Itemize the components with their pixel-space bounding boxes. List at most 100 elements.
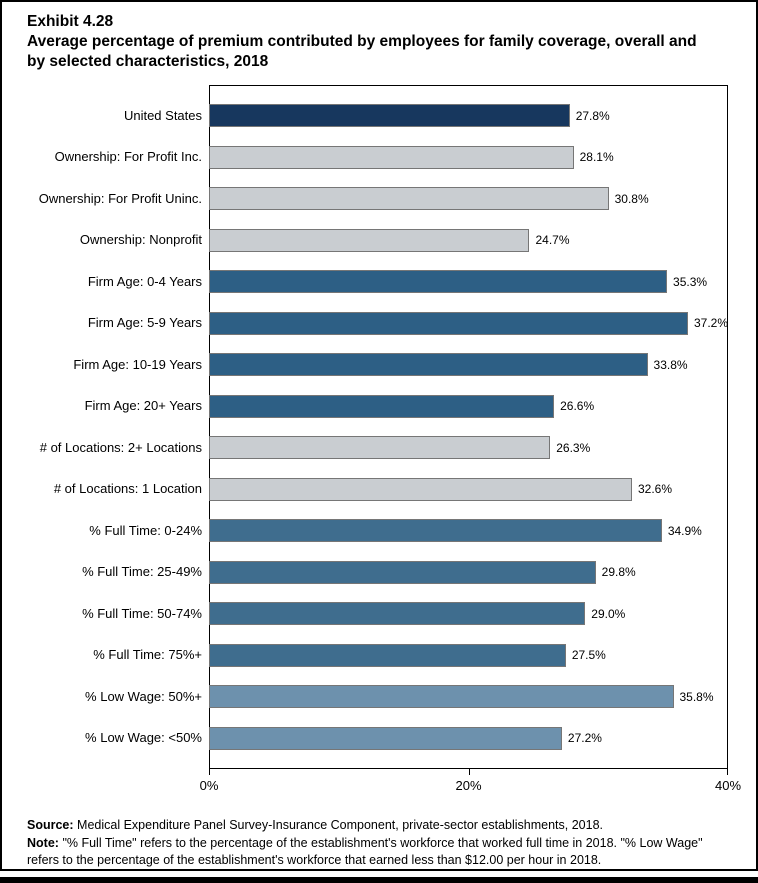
source-text: Medical Expenditure Panel Survey-Insuran… xyxy=(77,818,604,832)
category-label: % Full Time: 75%+ xyxy=(93,647,202,663)
value-label: 28.1% xyxy=(579,150,614,165)
value-label: 30.8% xyxy=(614,191,649,206)
bar xyxy=(209,685,674,709)
category-label: Ownership: For Profit Inc. xyxy=(54,149,202,165)
bar-row: % Full Time: 25-49% 29.8% xyxy=(0,552,758,594)
category-label: Ownership: For Profit Uninc. xyxy=(38,190,202,206)
value-label: 24.7% xyxy=(535,233,570,248)
bar-row: % Low Wage: <50% 27.2% xyxy=(0,718,758,760)
bar xyxy=(209,104,570,128)
bar xyxy=(209,726,562,750)
bar xyxy=(209,311,688,335)
x-axis-tick xyxy=(209,769,210,775)
value-label: 33.8% xyxy=(653,357,688,372)
chart-title: Average percentage of premium contribute… xyxy=(27,33,697,70)
x-axis-tick xyxy=(468,769,470,775)
bar-track: 35.8% xyxy=(209,685,728,709)
chart-header: Exhibit 4.28 Average percentage of premi… xyxy=(27,12,735,72)
bar-track: 29.8% xyxy=(209,560,728,584)
bar-track: 35.3% xyxy=(209,270,728,294)
category-label: United States xyxy=(123,107,202,123)
bar xyxy=(209,394,555,418)
bar xyxy=(209,228,530,252)
value-label: 26.6% xyxy=(560,399,595,414)
bar-row: % Full Time: 75%+ 27.5% xyxy=(0,635,758,677)
bar-track: 37.2% xyxy=(209,311,728,335)
value-label: 34.9% xyxy=(667,523,702,538)
category-label: Firm Age: 20+ Years xyxy=(84,398,202,414)
bar xyxy=(209,643,566,667)
category-label: # of Locations: 1 Location xyxy=(53,481,202,497)
bar-chart: United States 27.8% Ownership: For Profit … xyxy=(0,85,758,769)
exhibit-number: Exhibit 4.28 xyxy=(27,13,114,30)
bar-track: 30.8% xyxy=(209,187,728,211)
bar xyxy=(209,519,662,543)
bar xyxy=(209,477,632,501)
bar xyxy=(209,353,648,377)
bar-row: Ownership: For Profit Inc. 28.1% xyxy=(0,137,758,179)
value-label: 29.0% xyxy=(591,606,626,621)
bar-row: Firm Age: 10-19 Years 33.8% xyxy=(0,344,758,386)
category-label: % Full Time: 0-24% xyxy=(89,522,202,538)
x-axis-tick xyxy=(727,769,728,775)
bar-track: 34.9% xyxy=(209,519,728,543)
bar xyxy=(209,187,609,211)
value-label: 27.5% xyxy=(571,648,606,663)
bar-row: Firm Age: 0-4 Years 35.3% xyxy=(0,261,758,303)
category-label: % Full Time: 25-49% xyxy=(82,564,202,580)
bar-track: 32.6% xyxy=(209,477,728,501)
bottom-black-band xyxy=(0,877,758,883)
x-axis-tick-label: 0% xyxy=(199,778,219,793)
bar-track: 24.7% xyxy=(209,228,728,252)
category-label: # of Locations: 2+ Locations xyxy=(39,439,202,455)
value-label: 27.2% xyxy=(567,731,602,746)
category-label: Firm Age: 0-4 Years xyxy=(87,273,202,289)
bar xyxy=(209,270,668,294)
bar-row: % Full Time: 0-24% 34.9% xyxy=(0,510,758,552)
x-axis-tick-label: 20% xyxy=(455,778,482,793)
bar-row: Firm Age: 20+ Years 26.6% xyxy=(0,386,758,428)
bar-row: Ownership: For Profit Uninc. 30.8% xyxy=(0,178,758,220)
bar-row: Ownership: Nonprofit 24.7% xyxy=(0,220,758,262)
bar xyxy=(209,602,586,626)
value-label: 37.2% xyxy=(693,316,728,331)
footnotes: Source: Medical Expenditure Panel Survey… xyxy=(27,817,737,869)
bar-row: % Low Wage: 50%+ 35.8% xyxy=(0,676,758,718)
value-label: 27.8% xyxy=(575,108,610,123)
bar xyxy=(209,560,596,584)
bar xyxy=(209,145,574,169)
definition-note: Note: "% Full Time" refers to the percen… xyxy=(27,835,737,869)
value-label: 29.8% xyxy=(601,565,636,580)
note-label: Note: xyxy=(27,836,59,850)
note-text: "% Full Time" refers to the percentage o… xyxy=(27,836,703,867)
value-label: 32.6% xyxy=(637,482,673,497)
value-label: 26.3% xyxy=(556,440,591,455)
value-label: 35.8% xyxy=(679,689,714,704)
value-label: 35.3% xyxy=(673,274,708,289)
category-label: % Full Time: 50-74% xyxy=(82,605,202,621)
x-axis-tick-label: 40% xyxy=(714,778,742,793)
bar-track: 27.5% xyxy=(209,643,728,667)
bar-track: 29.0% xyxy=(209,602,728,626)
category-label: % Low Wage: 50%+ xyxy=(85,688,202,704)
bar-track: 27.8% xyxy=(209,104,728,128)
category-label: Firm Age: 5-9 Years xyxy=(87,315,202,331)
bar-track: 33.8% xyxy=(209,353,728,377)
bar-row: # of Locations: 2+ Locations 26.3% xyxy=(0,427,758,469)
source-note: Source: Medical Expenditure Panel Survey… xyxy=(27,817,737,834)
bar-row: Firm Age: 5-9 Years 37.2% xyxy=(0,303,758,345)
bar-track: 27.2% xyxy=(209,726,728,750)
category-label: Firm Age: 10-19 Years xyxy=(73,356,202,372)
bar-row: United States 27.8% xyxy=(0,95,758,137)
source-label: Source: xyxy=(27,818,74,832)
category-label: Ownership: Nonprofit xyxy=(79,232,202,248)
bar-track: 28.1% xyxy=(209,145,728,169)
category-label: % Low Wage: <50% xyxy=(85,730,202,746)
bar-row: # of Locations: 1 Location 32.6% xyxy=(0,469,758,511)
bar-row: % Full Time: 50-74% 29.0% xyxy=(0,593,758,635)
bar-track: 26.6% xyxy=(209,394,728,418)
bar xyxy=(209,436,551,460)
bar-track: 26.3% xyxy=(209,436,728,460)
